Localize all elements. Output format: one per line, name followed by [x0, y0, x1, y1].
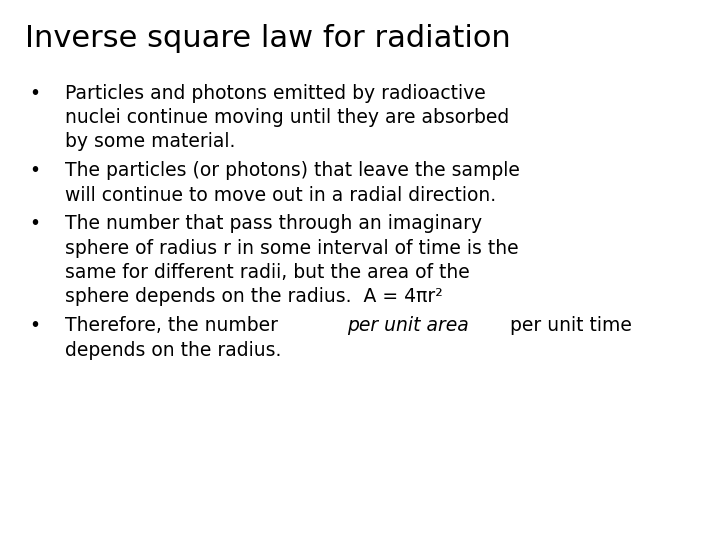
- Text: •: •: [29, 84, 40, 103]
- Text: •: •: [29, 214, 40, 233]
- Text: The particles (or photons) that leave the sample
will continue to move out in a : The particles (or photons) that leave th…: [65, 161, 520, 205]
- Text: Therefore, the number: Therefore, the number: [65, 316, 284, 335]
- Text: per unit area: per unit area: [347, 316, 469, 335]
- Text: depends on the radius.: depends on the radius.: [65, 341, 282, 360]
- Text: •: •: [29, 316, 40, 335]
- Text: The number that pass through an imaginary
sphere of radius r in some interval of: The number that pass through an imaginar…: [65, 214, 518, 306]
- Text: per unit time: per unit time: [505, 316, 632, 335]
- Text: Inverse square law for radiation: Inverse square law for radiation: [25, 24, 511, 53]
- Text: Particles and photons emitted by radioactive
nuclei continue moving until they a: Particles and photons emitted by radioac…: [65, 84, 509, 151]
- Text: •: •: [29, 161, 40, 180]
